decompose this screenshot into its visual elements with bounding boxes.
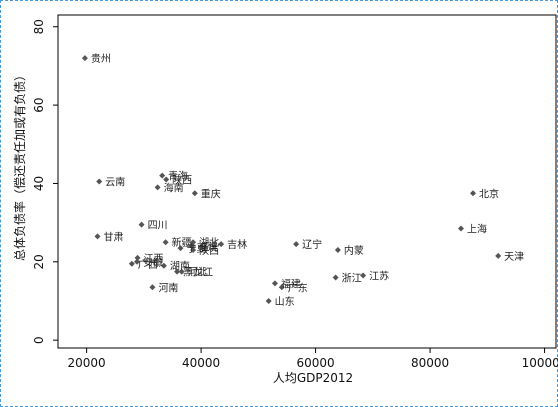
point-label: 陕西: [199, 244, 219, 257]
point-label: 福建: [281, 277, 301, 290]
y-tick-label: 20: [32, 254, 46, 269]
point-label: 安徽: [143, 256, 163, 269]
point-label: 天津: [504, 251, 524, 263]
data-point: [128, 260, 135, 267]
y-tick-label: 0: [32, 336, 46, 344]
data-point: [177, 245, 184, 252]
data-point: [293, 241, 300, 248]
y-tick-label: 80: [32, 19, 46, 34]
x-tick-label: 60000: [296, 356, 334, 370]
data-point: [81, 55, 88, 62]
data-point: [138, 221, 145, 228]
point-label: 宁夏: [186, 242, 206, 255]
data-point: [332, 274, 339, 281]
data-point: [134, 254, 141, 261]
point-label: 贵州: [91, 52, 111, 65]
x-tick-label: 20000: [68, 356, 106, 370]
data-point: [495, 252, 502, 259]
point-label: 海南: [164, 181, 184, 194]
point-label: 北京: [479, 187, 499, 200]
data-point: [159, 172, 166, 179]
data-point: [160, 262, 167, 269]
point-label: 云南: [105, 176, 125, 189]
x-tick-label: 80000: [411, 356, 449, 370]
data-point: [470, 190, 476, 197]
data-point: [163, 176, 170, 183]
point-label: 陕西: [172, 174, 192, 187]
point-label: 福建: [198, 240, 218, 253]
point-label: 河北: [188, 267, 208, 279]
data-point: [190, 247, 197, 254]
point-label: 江西: [144, 253, 164, 265]
point-label: 甘肃: [103, 230, 123, 243]
y-tick-label: 40: [32, 176, 46, 191]
data-point: [154, 184, 161, 191]
data-point: [133, 258, 140, 265]
data-point: [334, 247, 341, 254]
data-point: [457, 225, 464, 232]
data-point: [162, 239, 169, 246]
data-points: [81, 55, 502, 304]
point-label: 辽宁: [302, 238, 322, 251]
point-label: 湖北: [199, 237, 219, 249]
data-point: [94, 233, 101, 240]
point-label: 山东: [275, 295, 295, 308]
x-tick-label: 40000: [182, 356, 220, 370]
data-point: [174, 268, 181, 275]
x-tick-label: 100000: [522, 356, 558, 370]
data-point: [191, 190, 198, 197]
data-point: [149, 284, 156, 291]
point-label: 青海: [168, 170, 188, 183]
data-point: [265, 297, 272, 304]
point-label: 湖南: [170, 260, 190, 273]
point-label: 新疆: [172, 236, 192, 249]
x-axis-ticks: 20000 40000 60000 80000 100000: [68, 348, 558, 370]
point-label: 江苏: [369, 270, 389, 283]
data-point: [218, 241, 225, 248]
data-point: [96, 178, 103, 185]
point-label: 广西: [138, 259, 158, 271]
y-axis-title: 总体负债率（偿还责任加或有负债）: [12, 69, 27, 261]
data-point: [178, 268, 185, 275]
data-point: [278, 284, 285, 291]
y-tick-label: 60: [32, 97, 46, 112]
x-axis-title: 人均GDP2012: [273, 371, 353, 385]
point-label: 河南: [158, 281, 178, 294]
data-point: [360, 272, 367, 279]
y-axis-ticks: 0 20 40 60 80: [32, 19, 58, 344]
point-label: 吉林: [227, 238, 247, 251]
point-label: 黑龙江: [183, 266, 213, 279]
point-label: 内蒙: [344, 244, 364, 257]
point-label: 浙江: [342, 272, 362, 284]
point-label: 上海: [467, 223, 487, 236]
point-label: 四川: [148, 221, 168, 232]
plot-area: [57, 14, 557, 349]
point-label: 广东: [288, 281, 308, 294]
data-point: [271, 280, 278, 287]
point-label: 重庆: [201, 187, 221, 200]
